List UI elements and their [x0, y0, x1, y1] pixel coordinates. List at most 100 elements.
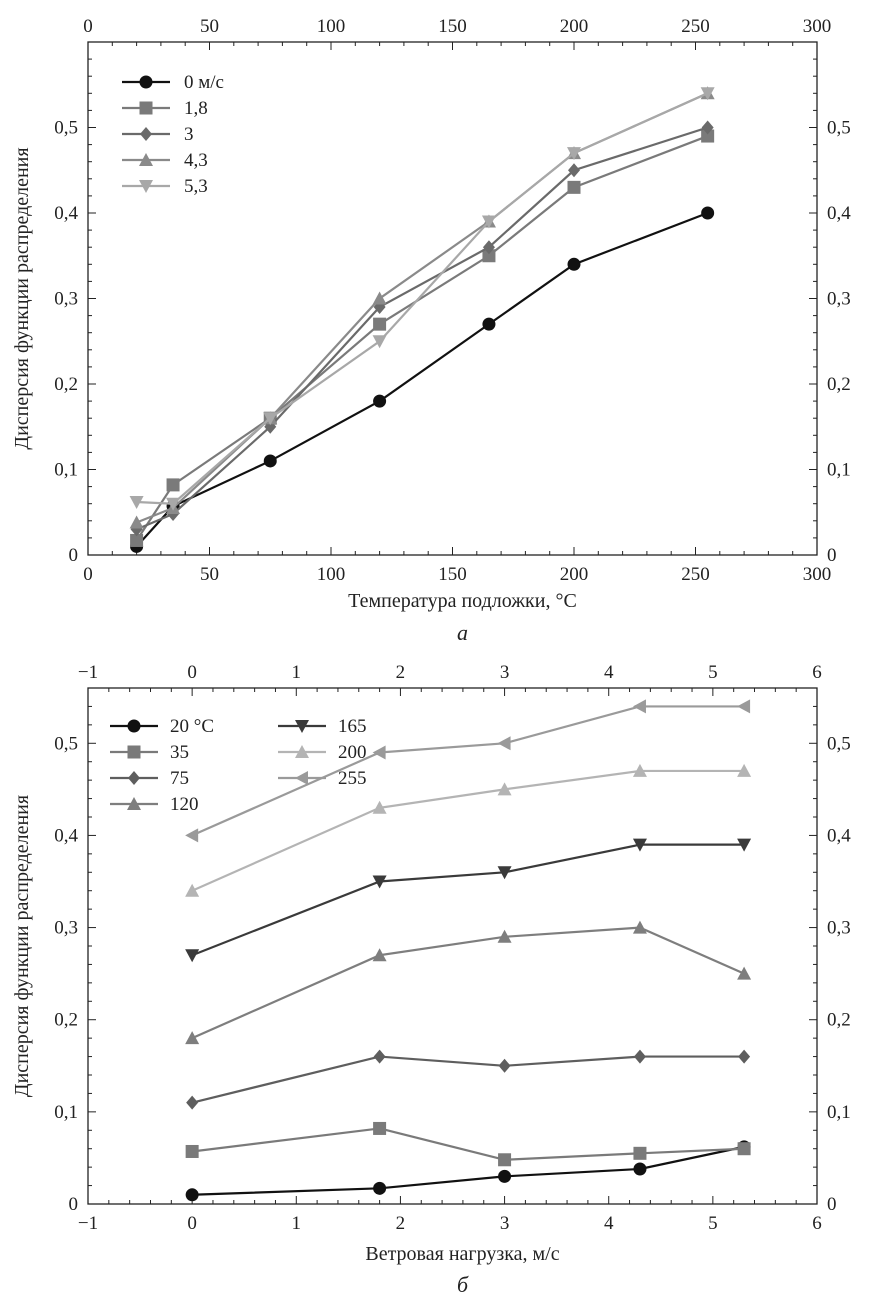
data-point: [633, 1162, 647, 1176]
x-tick-label-top: 1: [292, 662, 302, 683]
data-point: [185, 1031, 200, 1045]
y-tick-label: 0,1: [54, 1102, 78, 1123]
x-tick-label: 300: [803, 564, 832, 585]
x-tick-label: 150: [438, 564, 467, 585]
series-line: [135, 135, 709, 542]
data-point: [373, 394, 387, 408]
plot-frame: [87, 687, 818, 1205]
data-point: [166, 497, 181, 511]
data-point: [567, 147, 581, 161]
data-point: [372, 800, 387, 814]
series-line: [192, 1145, 745, 1196]
series-3: [186, 1049, 751, 1110]
legend-label: 200: [338, 742, 367, 763]
y-tick-label: 0,2: [54, 374, 78, 395]
x-tick-label-top: 150: [438, 16, 467, 37]
x-tick-label: 4: [604, 1213, 614, 1234]
y-tick-label-right: 0,1: [827, 460, 851, 481]
y-tick-label-right: 0,2: [827, 1010, 851, 1031]
data-point: [633, 1049, 646, 1064]
y-tick-label: 0,3: [54, 918, 78, 939]
y-axis-title: Дисперсия функции распределения: [11, 795, 33, 1097]
x-tick-label: −1: [78, 1213, 98, 1234]
data-point: [373, 1049, 386, 1064]
legend-marker: [140, 127, 152, 141]
y-tick-label: 0: [69, 545, 79, 566]
data-point: [497, 736, 511, 751]
legend-marker: [127, 797, 141, 810]
data-point: [568, 163, 580, 178]
panel-letter: б: [457, 1272, 469, 1297]
data-point: [632, 838, 647, 852]
series-line: [136, 126, 708, 531]
y-axis-title: Дисперсия функции распределения: [11, 147, 33, 449]
data-point: [129, 515, 144, 529]
data-point: [737, 966, 752, 980]
legend-label: 255: [338, 768, 367, 789]
data-point: [737, 838, 752, 852]
series-6: [185, 763, 752, 897]
legend-label: 165: [338, 716, 367, 737]
legend-marker: [139, 75, 153, 89]
series-line: [136, 92, 709, 524]
legend-marker: [139, 180, 153, 193]
y-tick-label: 0,5: [54, 118, 78, 139]
legend-label: 4,3: [184, 150, 208, 171]
x-tick-label-top: 100: [317, 16, 346, 37]
data-point: [185, 883, 200, 897]
y-tick-label-right: 0: [827, 1194, 837, 1215]
data-point: [372, 948, 387, 962]
data-point: [186, 1095, 199, 1110]
x-axis-title: Температура подложки, °C: [348, 590, 577, 612]
data-point: [185, 949, 200, 963]
series-7: [185, 699, 751, 843]
data-point: [497, 929, 512, 943]
data-point: [372, 291, 387, 305]
data-point: [567, 180, 581, 194]
data-point: [701, 129, 715, 143]
x-tick-label-top: 0: [187, 662, 197, 683]
data-point: [737, 1142, 751, 1156]
x-tick-label-top: 6: [812, 662, 822, 683]
x-tick-label-top: 2: [396, 662, 406, 683]
y-tick-label: 0,2: [54, 1010, 78, 1031]
x-tick-label-top: 5: [708, 662, 718, 683]
x-tick-label-top: 4: [604, 662, 614, 683]
data-point: [373, 1181, 387, 1195]
legend-marker: [295, 720, 309, 733]
data-point: [737, 763, 752, 777]
series-line: [191, 769, 745, 892]
y-tick-label-right: 0,4: [827, 203, 851, 224]
y-tick-label: 0,4: [54, 203, 78, 224]
legend-label: 120: [170, 794, 199, 815]
x-tick-label-top: 200: [560, 16, 589, 37]
data-point: [632, 699, 646, 714]
data-point: [498, 1153, 512, 1167]
x-tick-label-top: 50: [200, 16, 219, 37]
data-point: [497, 782, 512, 796]
data-point: [373, 1121, 387, 1135]
series-line: [191, 1055, 745, 1104]
y-tick-label-right: 0,5: [827, 733, 851, 754]
data-point: [166, 478, 180, 492]
legend-marker: [295, 745, 309, 758]
data-point: [130, 533, 144, 547]
x-tick-label: 0: [83, 564, 93, 585]
y-tick-label-right: 0,3: [827, 289, 851, 310]
data-point: [372, 335, 387, 349]
y-tick-label: 0,3: [54, 289, 78, 310]
y-tick-label-right: 0,2: [827, 374, 851, 395]
x-tick-label-top: 250: [681, 16, 710, 37]
x-tick-label-top: −1: [78, 662, 98, 683]
data-point: [738, 1049, 751, 1064]
data-point: [632, 763, 647, 777]
data-point: [701, 120, 714, 135]
legend-label: 75: [170, 768, 189, 789]
legend-marker: [128, 771, 140, 785]
data-point: [482, 240, 495, 255]
legend-marker: [127, 719, 141, 733]
legend-marker: [127, 745, 141, 759]
